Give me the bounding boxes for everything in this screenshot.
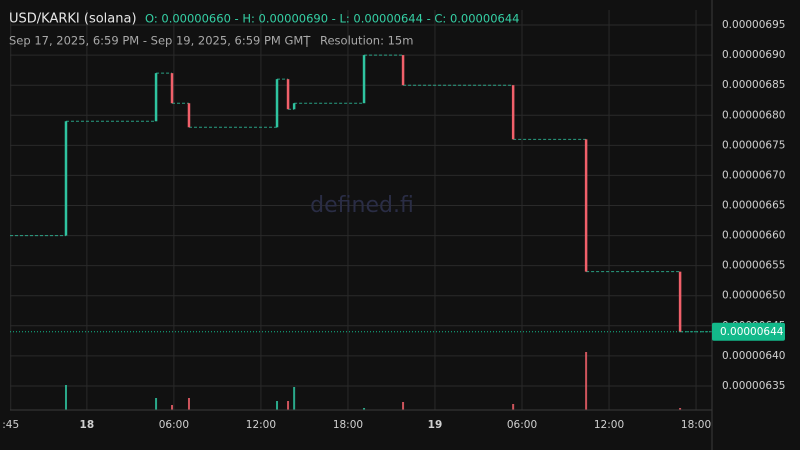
candle-body	[401, 55, 405, 86]
y-tick-label: 0.00000665	[722, 199, 785, 211]
x-tick-label: 18:00	[681, 419, 711, 431]
volume-bar	[155, 398, 158, 410]
y-tick-label: 0.00000685	[722, 79, 785, 91]
candle-body	[286, 79, 290, 110]
watermark: defined.fi	[310, 193, 414, 218]
volume-bar	[679, 408, 682, 410]
separator: |	[305, 34, 309, 48]
y-tick-label: 0.00000695	[722, 19, 785, 31]
last-price-label: 0.00000644	[720, 326, 784, 338]
volume-bar	[512, 404, 515, 410]
volume-bar	[585, 352, 588, 410]
candle-body	[170, 73, 174, 104]
x-tick-label: 12:00	[594, 419, 624, 431]
y-tick-label: 0.00000640	[722, 350, 785, 362]
volume-bar	[287, 401, 290, 410]
candle-body	[362, 55, 366, 104]
candle-body	[511, 85, 515, 140]
candle-body	[187, 103, 191, 128]
candle-body	[154, 73, 158, 122]
resolution: Resolution: 15m	[320, 34, 413, 48]
x-tick-label: 06:00	[159, 419, 189, 431]
subtitle: Sep 17, 2025, 6:59 PM - Sep 19, 2025, 6:…	[9, 34, 311, 48]
y-tick-label: 0.00000680	[722, 109, 785, 121]
x-tick-label: 06:00	[507, 419, 537, 431]
grid	[10, 10, 712, 410]
last-price-tag	[712, 322, 785, 341]
x-tick-label: 18	[80, 419, 95, 431]
volume-bar	[187, 398, 190, 410]
candle-body	[64, 121, 68, 236]
x-tick-label: 12:00	[246, 419, 276, 431]
candle-body	[292, 103, 296, 110]
y-tick-label: 0.00000635	[722, 380, 785, 392]
y-tick-label: 0.00000660	[722, 230, 785, 242]
chart-title: USD/KARKI (solana)	[9, 12, 137, 27]
axes: 0.000006350.000006400.000006450.00000650…	[2, 0, 785, 450]
volume-bar	[171, 405, 174, 410]
x-tick-label: 19	[428, 419, 443, 431]
candle-body	[678, 271, 682, 332]
candle-body	[275, 79, 279, 128]
x-tick-label: 18:00	[333, 419, 363, 431]
y-tick-label: 0.00000675	[722, 139, 785, 151]
volume-bar	[64, 385, 67, 410]
candle-body	[584, 139, 588, 272]
volume-bar	[402, 402, 405, 410]
volume-bar	[363, 408, 366, 410]
marks	[10, 54, 712, 410]
y-tick-label: 0.00000655	[722, 260, 785, 272]
volume-bar	[276, 401, 279, 410]
volume-bar	[293, 387, 296, 410]
y-tick-label: 0.00000670	[722, 169, 785, 181]
x-tick-label: :45	[2, 419, 19, 431]
y-tick-label: 0.00000650	[722, 290, 785, 302]
ohlc: O: 0.00000660 - H: 0.00000690 - L: 0.000…	[145, 12, 519, 26]
y-tick-label: 0.00000690	[722, 49, 785, 61]
